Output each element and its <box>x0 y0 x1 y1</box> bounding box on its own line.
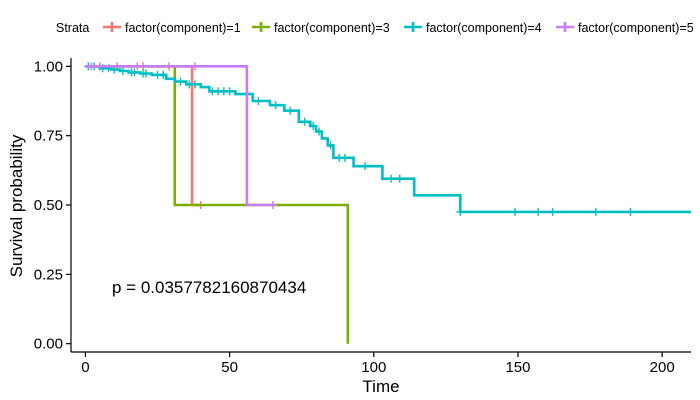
censor-mark <box>315 127 323 136</box>
censor-mark <box>326 141 335 150</box>
censor-mark <box>286 106 295 115</box>
x-tick-label: 50 <box>221 359 238 376</box>
x-axis-title: Time <box>362 377 399 396</box>
censor-mark <box>300 117 309 126</box>
legend-label: factor(component)=5 <box>578 21 694 35</box>
y-tick-label: 0.75 <box>34 128 63 145</box>
legend-label: factor(component)=3 <box>274 21 390 35</box>
series-4 <box>85 62 277 209</box>
survival-curve <box>85 65 201 207</box>
censor-mark <box>87 62 96 71</box>
x-tick-label: 100 <box>361 359 386 376</box>
legend-key <box>556 22 574 32</box>
censor-mark <box>548 207 557 216</box>
censor-mark <box>141 69 150 78</box>
censor-mark <box>361 162 370 171</box>
censor-mark <box>626 207 635 216</box>
p-value-annotation: p = 0.0357782160870434 <box>112 278 306 297</box>
y-tick-label: 0.25 <box>34 266 63 283</box>
censor-mark <box>225 87 234 96</box>
censor-mark <box>591 207 600 216</box>
legend-title: Strata <box>56 21 89 35</box>
legend-key <box>404 22 422 32</box>
censor-mark <box>511 207 520 216</box>
legend-entry: factor(component)=3 <box>252 21 390 35</box>
legend: Strata factor(component)=1 factor(compone… <box>56 21 694 35</box>
censor-mark <box>309 121 318 130</box>
censor-mark <box>130 68 139 77</box>
censor-mark <box>159 70 168 79</box>
survival-curve <box>85 65 273 207</box>
censor-mark <box>387 174 396 183</box>
x-tick-label: 150 <box>505 359 530 376</box>
legend-entry: factor(component)=1 <box>103 21 241 35</box>
censor-mark <box>395 174 404 183</box>
censor-mark <box>534 207 543 216</box>
series-2 <box>85 65 350 344</box>
censor-mark <box>176 77 185 86</box>
y-tick-label: 1.00 <box>34 58 63 75</box>
censor-mark <box>456 207 465 216</box>
survival-curve <box>85 65 691 214</box>
censor-mark <box>191 62 199 71</box>
censor-mark <box>268 201 277 209</box>
legend-entry: factor(component)=4 <box>404 21 542 35</box>
censor-mark <box>133 62 142 71</box>
censor-mark <box>191 80 199 89</box>
plot-area <box>84 62 691 344</box>
x-tick-label: 0 <box>81 359 89 376</box>
legend-key <box>103 22 121 32</box>
y-tick-label: 0.00 <box>34 336 63 353</box>
axes: 0 50 100 150 200 0.00 0.25 0.50 0.75 1.00 <box>34 58 691 376</box>
legend-key <box>252 22 270 32</box>
survival-curve <box>85 65 350 344</box>
censor-mark <box>340 153 349 162</box>
x-tick-label: 200 <box>650 359 675 376</box>
legend-entry: factor(component)=5 <box>556 21 694 35</box>
y-axis-title: Survival probability <box>7 134 26 277</box>
censor-mark <box>118 67 127 76</box>
legend-label: factor(component)=4 <box>426 21 542 35</box>
y-tick-label: 0.50 <box>34 197 63 214</box>
censor-mark <box>271 101 280 110</box>
legend-label: factor(component)=1 <box>125 21 241 35</box>
censor-mark <box>254 96 263 105</box>
